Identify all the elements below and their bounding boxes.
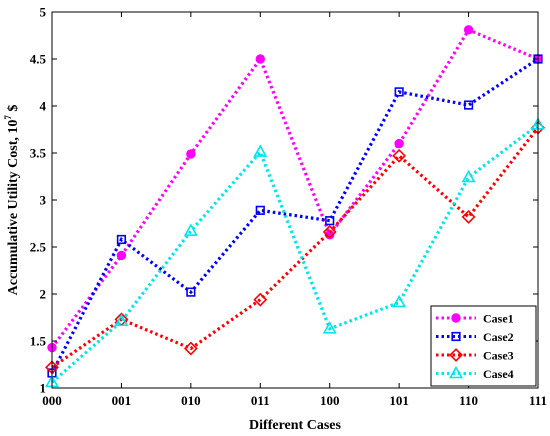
- x-tick-label: 000: [42, 393, 62, 408]
- data-point-Case3-011: [253, 292, 268, 307]
- axes: 1 1.5 2 2.5 3 3.5 4 4.5 5 000 001 010 011 100 101 110 11…: [30, 5, 547, 409]
- plot-area: [45, 25, 545, 388]
- data-point-Case3-010: [183, 341, 198, 356]
- data-point-Case3-100: [322, 225, 337, 239]
- y-tick-label: 2.5: [30, 240, 47, 255]
- y-tick-label: 1.5: [30, 334, 47, 349]
- y-tick-label: 4: [40, 99, 47, 114]
- y-axis-label-unit: $: [6, 105, 21, 116]
- x-tick-label: 011: [251, 393, 270, 408]
- legend-item-Case4: Case4: [436, 365, 514, 381]
- y-tick-label: 3.5: [30, 146, 47, 161]
- legend-label: Case3: [483, 349, 514, 363]
- data-point-Case2-001: [116, 234, 127, 245]
- legend-item-Case3: Case3: [436, 348, 514, 363]
- x-axis-label: Different Cases: [249, 418, 341, 433]
- data-point-Case1-001: [116, 250, 127, 261]
- data-point-Case1-010: [186, 149, 196, 159]
- legend-marker: [451, 313, 461, 323]
- x-tick-label: 010: [181, 393, 201, 408]
- series-line-Case1: [50, 27, 539, 349]
- data-point-Case4-110: [461, 169, 476, 183]
- legend-marker: [449, 348, 463, 362]
- series-Case2: [47, 54, 543, 378]
- series-line-Case3: [51, 126, 540, 369]
- x-tick-label: 110: [459, 393, 478, 408]
- legend-label: Case4: [483, 367, 514, 381]
- legend-marker: [451, 331, 461, 342]
- x-tick-label: 001: [112, 393, 132, 408]
- data-point-Case4-011: [253, 144, 268, 157]
- y-tick-label: 3: [40, 193, 47, 208]
- x-tick-label: 111: [529, 393, 547, 408]
- data-point-Case1-101: [394, 138, 404, 149]
- data-point-Case3-101: [392, 148, 407, 163]
- y-axis-label: Accumulative Utility Cost, 107 $: [3, 105, 21, 296]
- data-point-Case2-010: [186, 287, 196, 297]
- y-axis-label-main: Accumulative Utility Cost, 10: [6, 120, 21, 296]
- series-line-Case2: [50, 57, 539, 374]
- y-tick-label: 2: [40, 287, 47, 302]
- data-point-Case4-101: [392, 294, 407, 308]
- x-tick-label: 100: [320, 393, 340, 408]
- data-point-Case3-110: [461, 209, 476, 224]
- data-point-Case2-110: [463, 100, 474, 110]
- y-tick-label: 4.5: [30, 52, 47, 67]
- legend-label: Case1: [483, 312, 514, 326]
- y-axis-label-exponent: 7: [3, 115, 13, 120]
- data-point-Case2-101: [394, 87, 404, 97]
- data-point-Case4-001: [114, 313, 129, 327]
- legend-marker: [449, 365, 463, 379]
- data-point-Case1-011: [255, 54, 265, 64]
- data-point-Case2-011: [255, 205, 265, 215]
- legend: Case1 Case2 Case3 Case4: [430, 305, 537, 387]
- legend-item-Case2: Case2: [436, 330, 514, 344]
- x-tick-label: 101: [389, 393, 409, 408]
- y-tick-label: 5: [40, 5, 47, 20]
- data-point-Case2-100: [325, 216, 335, 226]
- data-point-Case1-110: [463, 25, 474, 35]
- data-point-Case4-010: [183, 223, 198, 236]
- legend-label: Case2: [483, 330, 514, 344]
- y-tick-label: 1: [40, 381, 47, 396]
- series-Case1: [47, 25, 543, 353]
- legend-item-Case1: Case1: [436, 312, 514, 326]
- data-point-Case4-100: [322, 321, 337, 334]
- series-line-Case4: [50, 123, 539, 384]
